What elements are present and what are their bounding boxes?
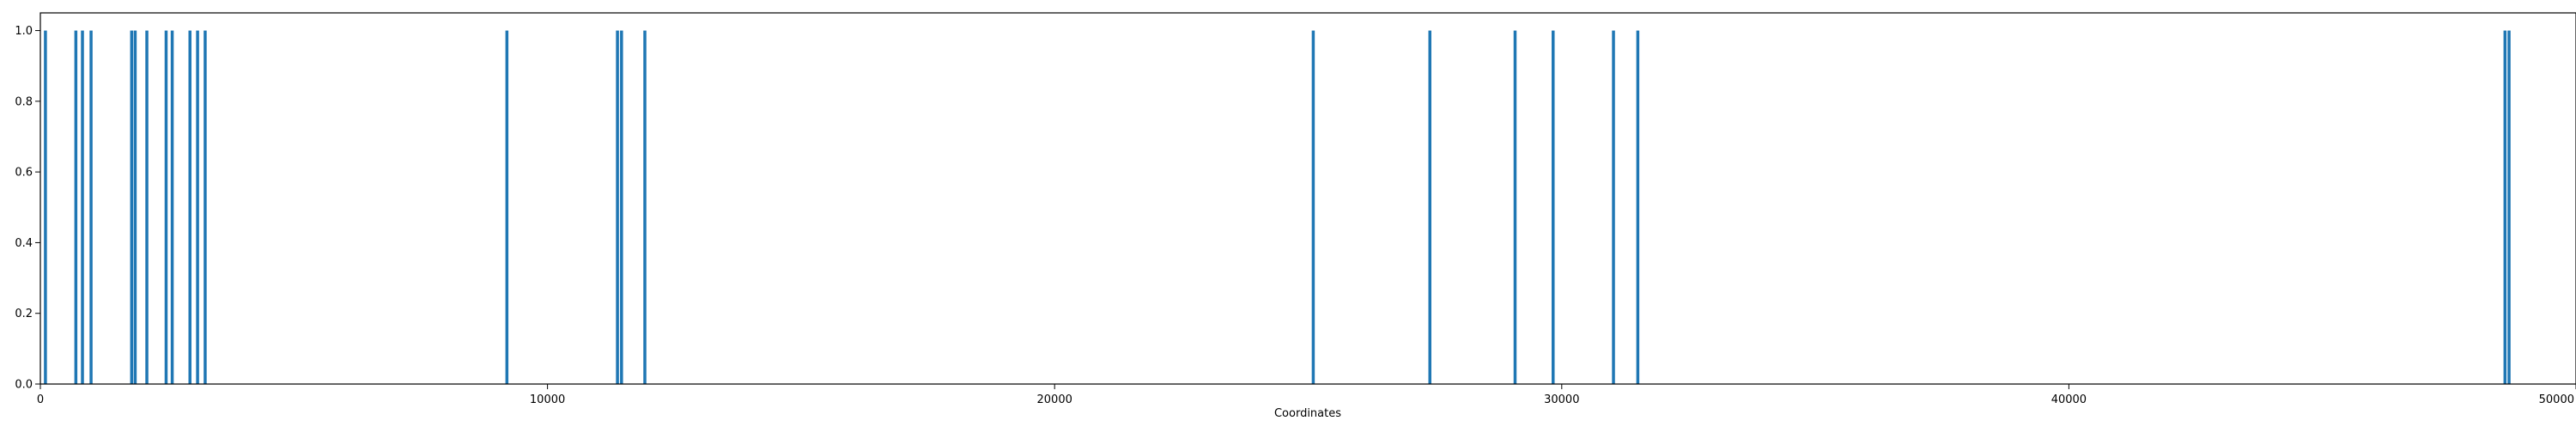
bar	[1513, 30, 1517, 384]
bar	[74, 30, 78, 384]
bar	[1428, 30, 1431, 384]
bar	[81, 30, 84, 384]
x-tick-label: 20000	[1037, 393, 1072, 406]
bar	[170, 30, 174, 384]
bar	[145, 30, 149, 384]
y-tick-label: 0.6	[15, 167, 33, 180]
y-tick-label: 0.8	[15, 95, 33, 108]
bar	[1612, 30, 1615, 384]
bar	[89, 30, 93, 384]
plot-area-frame	[39, 12, 2576, 385]
bar	[505, 30, 509, 384]
y-tick-label: 1.0	[15, 25, 33, 38]
bar	[133, 30, 137, 384]
bar	[204, 30, 207, 384]
bar	[643, 30, 647, 384]
bar	[130, 30, 134, 384]
y-tick-label: 0.0	[15, 379, 33, 392]
x-tick-label: 10000	[530, 393, 565, 406]
bar	[2507, 30, 2511, 384]
x-tick-label: 0	[37, 393, 44, 406]
x-tick-label: 50000	[2539, 393, 2574, 406]
x-tick-label: 40000	[2051, 393, 2087, 406]
bar	[616, 30, 619, 384]
bar	[44, 30, 47, 384]
y-tick-label: 0.4	[15, 237, 33, 250]
bar	[1552, 30, 1555, 384]
x-axis-label: Coordinates	[1274, 407, 1341, 420]
bar	[2503, 30, 2507, 384]
bars-layer	[44, 30, 2511, 384]
bar	[1311, 30, 1315, 384]
x-tick-label: 30000	[1544, 393, 1579, 406]
y-tick-label: 0.2	[15, 308, 33, 320]
bar	[1636, 30, 1640, 384]
axes-layer: 0 10000 20000 30000 40000 50000 0.0 0.2 0.4 0.6 0.…	[15, 25, 2576, 406]
bar	[196, 30, 199, 384]
bar	[188, 30, 191, 384]
bar	[620, 30, 623, 384]
bar	[164, 30, 168, 384]
